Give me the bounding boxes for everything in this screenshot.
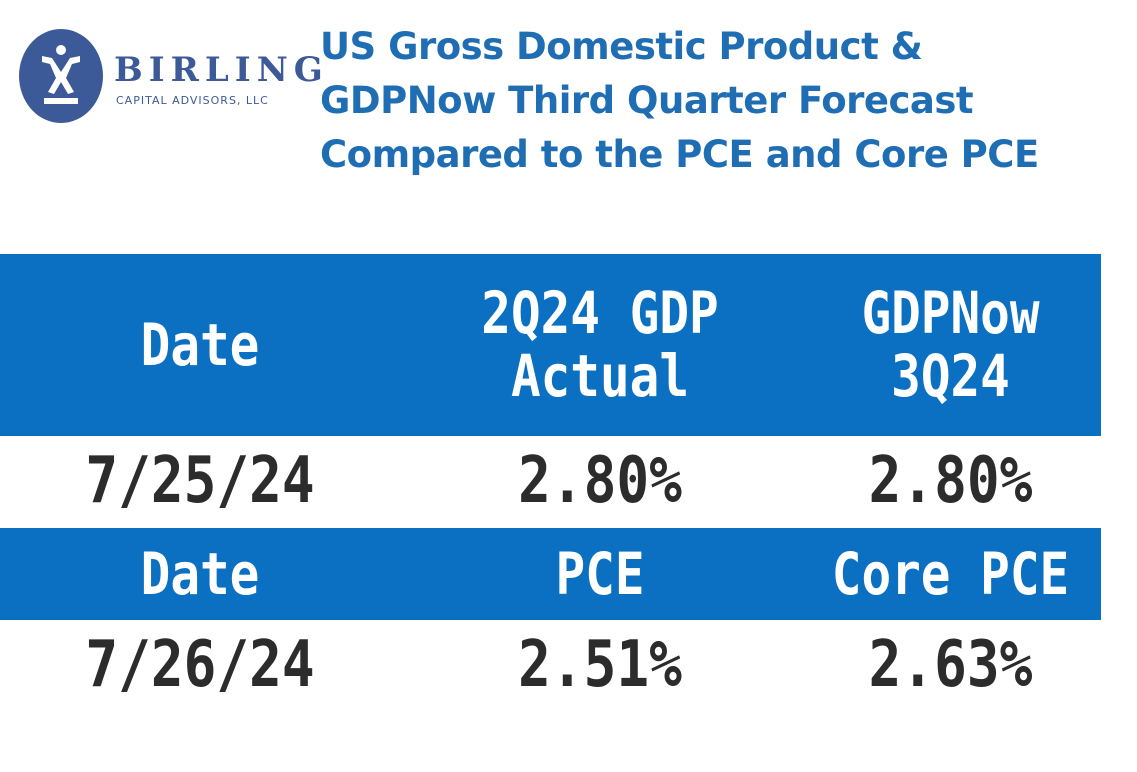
cell-core-pce: 2.63% (868, 628, 1033, 703)
birling-logo-icon (19, 29, 103, 123)
gdp-pce-table: Date 2Q24 GDP Actual GDPNow 3Q24 7/25/24… (0, 254, 1101, 712)
table-row: 7/25/24 2.80% 2.80% (0, 436, 1101, 528)
table-row: 7/26/24 2.51% 2.63% (0, 620, 1101, 712)
table-header-row: Date 2Q24 GDP Actual GDPNow 3Q24 (0, 254, 1101, 436)
title-line: GDPNow Third Quarter Forecast (320, 79, 974, 122)
birling-logo: BIRLING CAPITAL ADVISORS, LLC (18, 28, 323, 128)
logo-name: BIRLING (114, 50, 329, 90)
title-line: Compared to the PCE and Core PCE (320, 133, 1039, 176)
cell-date: 7/26/24 (85, 628, 315, 703)
cell-gdpnow: 2.80% (868, 444, 1033, 519)
header-pce: PCE (555, 539, 645, 608)
title-line: US Gross Domestic Product & (320, 25, 923, 68)
cell-gdp-actual: 2.80% (518, 444, 682, 519)
table-header-row: Date PCE Core PCE (0, 528, 1101, 620)
header-gdpnow: GDPNow 3Q24 (861, 279, 1040, 410)
header-date: Date (140, 539, 260, 608)
cell-date: 7/25/24 (85, 444, 315, 519)
header-gdp-actual: 2Q24 GDP Actual (481, 279, 719, 410)
header-date: Date (140, 310, 260, 379)
cell-pce: 2.51% (518, 628, 682, 703)
page-title: US Gross Domestic Product & GDPNow Third… (320, 20, 1120, 182)
header-core-pce: Core PCE (831, 539, 1070, 608)
logo-subtitle: CAPITAL ADVISORS, LLC (116, 94, 269, 107)
